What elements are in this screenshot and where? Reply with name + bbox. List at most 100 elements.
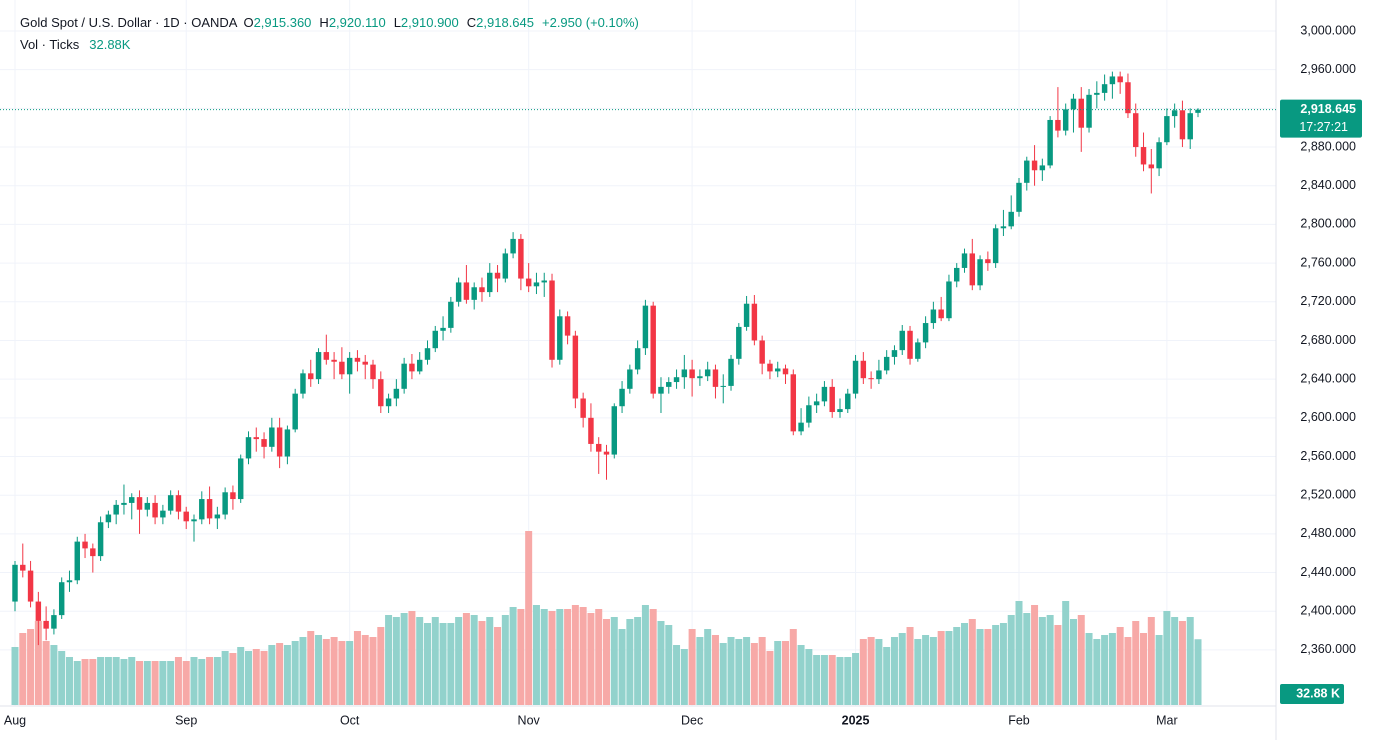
candle-body (471, 287, 477, 300)
volume-bar (299, 637, 307, 705)
volume-bar (766, 651, 774, 705)
candle-body (245, 437, 252, 459)
volume-bar (11, 647, 19, 705)
candle-body (930, 309, 937, 324)
volume-bar (73, 661, 81, 705)
candle-body (494, 272, 501, 279)
volume-bar (883, 647, 891, 705)
volume-bar (548, 611, 556, 705)
y-tick-label: 2,560.000 (1300, 449, 1356, 463)
o-label: O (243, 15, 253, 30)
volume-bar (120, 659, 128, 705)
volume-bar (385, 615, 393, 705)
volume-bar (657, 621, 665, 705)
candle-body (564, 316, 571, 336)
candle-body (378, 379, 384, 407)
volume-bar (478, 621, 486, 705)
candle-body (642, 305, 649, 349)
candle-body (806, 405, 812, 423)
volume-bar (961, 623, 969, 705)
volume-bar (338, 641, 346, 705)
candle-body (230, 492, 236, 500)
volume-bar (852, 653, 860, 705)
volume-bar (206, 657, 214, 705)
volume-bar (1116, 627, 1124, 705)
candle-body (876, 370, 882, 380)
countdown: 17:27:21 (1299, 120, 1348, 134)
volume-bar (595, 609, 603, 705)
volume-bar (1108, 633, 1116, 705)
volume-bar (276, 643, 284, 705)
volume-bar (922, 635, 930, 705)
volume-bar (431, 617, 439, 705)
candle-body (58, 582, 65, 616)
candle-body (549, 280, 555, 360)
candle-body (1086, 94, 1092, 128)
volume-bar (634, 617, 642, 705)
volume-bar (377, 627, 385, 705)
candle-body (533, 282, 540, 287)
volume-bar (361, 635, 369, 705)
candle-body (323, 352, 330, 360)
volume-bar (696, 637, 704, 705)
volume-bar (906, 627, 914, 705)
volume-bar (330, 637, 338, 705)
candle-body (759, 340, 765, 364)
y-tick-label: 2,440.000 (1300, 565, 1356, 579)
candle-body (938, 309, 944, 319)
candle-body (611, 406, 618, 455)
volume-last: 32.88 K (1296, 686, 1340, 700)
candle-body (315, 352, 322, 380)
volume-bar (112, 657, 120, 705)
candle-body (1062, 109, 1069, 131)
candle-body (1171, 110, 1178, 117)
candle-body (20, 564, 26, 571)
candle-body (105, 514, 112, 523)
volume-legend: Vol · Ticks 32.88K (20, 37, 131, 52)
candle-body (743, 303, 750, 327)
volume-bar (65, 657, 73, 705)
candle-body (767, 363, 773, 372)
volume-bar (1069, 619, 1077, 705)
volume-bar (898, 633, 906, 705)
volume-bar (50, 645, 58, 705)
candle-body (837, 409, 843, 413)
c-label: C (467, 15, 476, 30)
candle-body (720, 385, 726, 387)
volume-badge (1280, 684, 1344, 704)
candle-body (66, 580, 73, 583)
y-tick-label: 2,800.000 (1300, 217, 1356, 231)
volume-bar (369, 637, 377, 705)
volume-bar (213, 657, 221, 705)
candle-body (276, 427, 283, 457)
candle-body (191, 519, 197, 522)
candle-body (1156, 142, 1162, 169)
candle-body (175, 495, 182, 512)
volume-bar (711, 635, 719, 705)
volume-bar (727, 637, 735, 705)
candle-body (1024, 160, 1030, 183)
volume-bar (58, 651, 66, 705)
volume-bar (782, 641, 790, 705)
volume-bar (525, 531, 533, 705)
candle-body (580, 398, 586, 418)
candle-body (782, 368, 789, 375)
volume-bar (1140, 633, 1148, 705)
candle-body (860, 360, 867, 379)
volume-bar (1031, 605, 1039, 705)
candle-body (627, 369, 633, 389)
volume-bar (229, 653, 237, 705)
candle-body (712, 369, 719, 387)
candle-body (160, 510, 166, 518)
candle-body (634, 348, 641, 370)
candle-body (269, 427, 275, 447)
candle-body (113, 504, 119, 515)
candle-body (339, 361, 345, 375)
volume-bar (136, 661, 144, 705)
candle-body (82, 541, 88, 549)
candle-body (90, 548, 96, 557)
y-tick-label: 2,680.000 (1300, 333, 1356, 347)
volume-bar (143, 661, 151, 705)
volume-bar (1054, 625, 1062, 705)
